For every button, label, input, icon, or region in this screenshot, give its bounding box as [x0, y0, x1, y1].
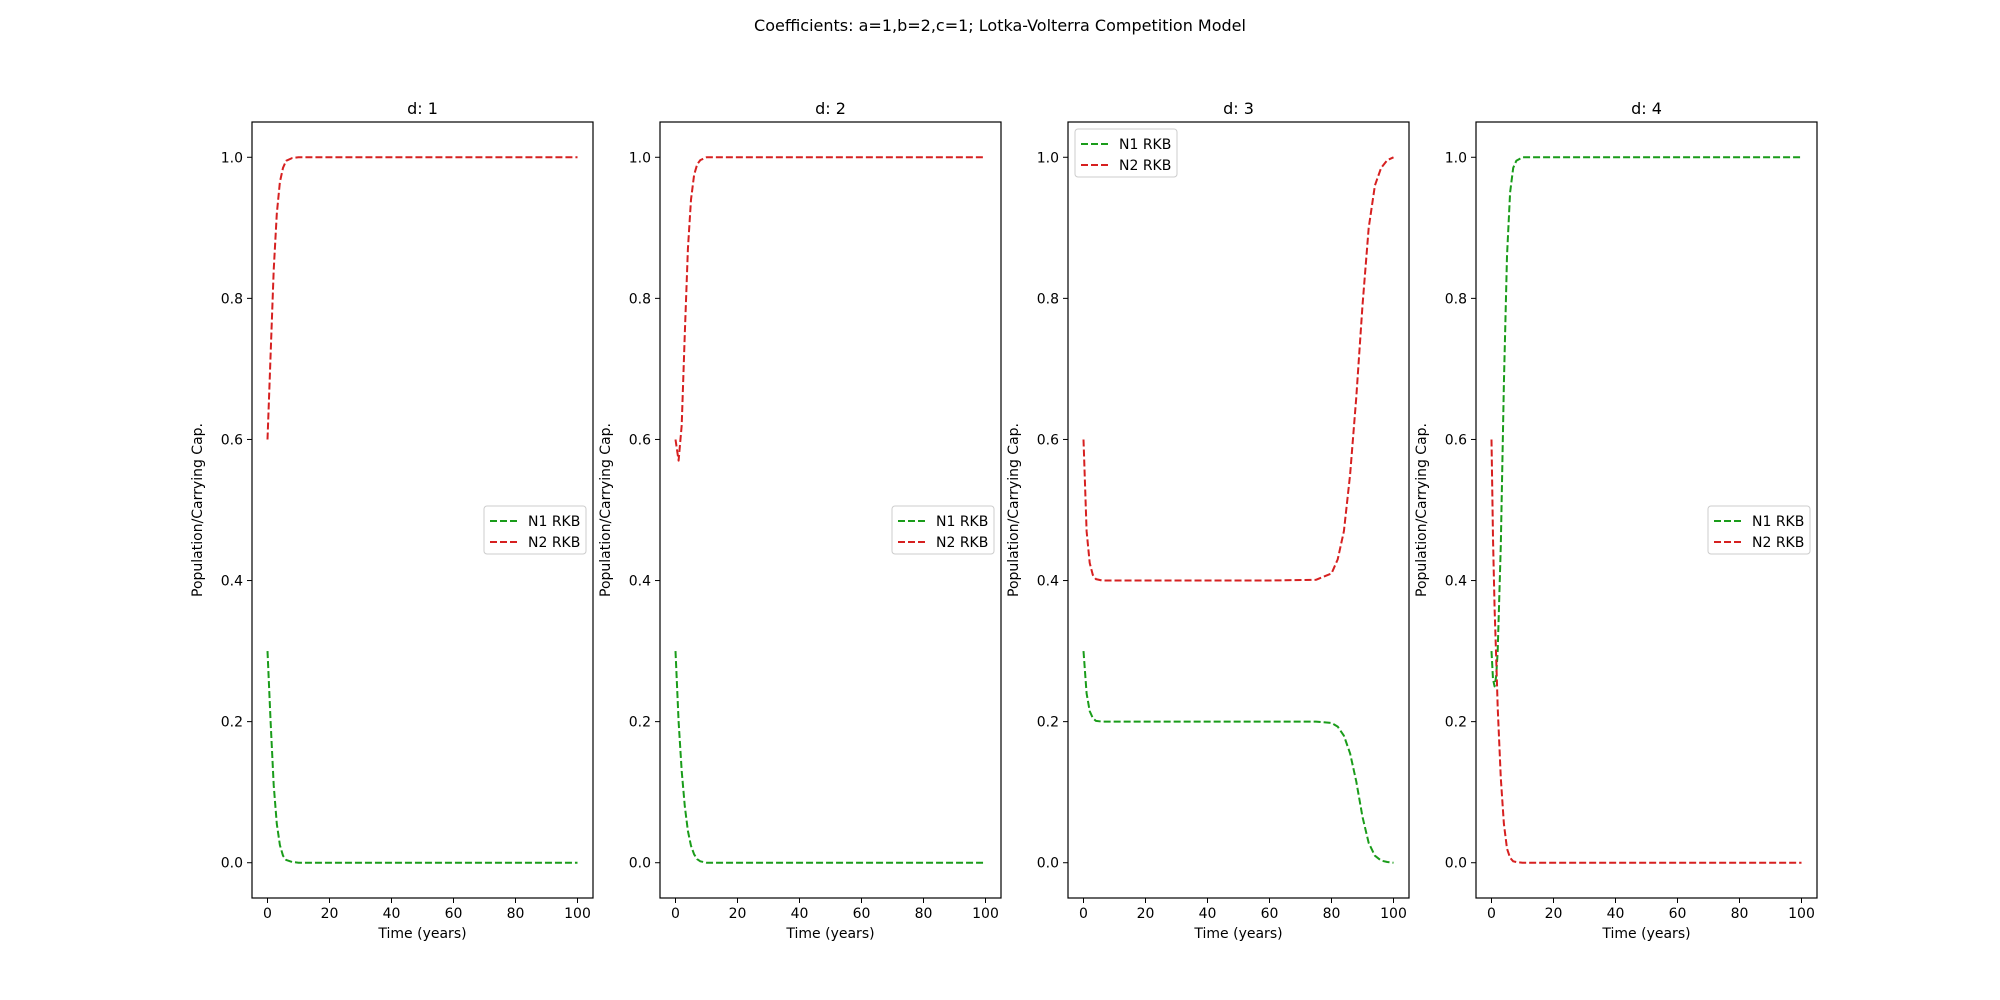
legend-entry-label: N1 RKB: [1752, 514, 1804, 530]
legend-box: [1707, 505, 1811, 555]
subplot-3: 0 20 40 60 80 100 0.0 0.2 0.4 0.6 0.8 1.0 d: 3 Time (…: [1006, 99, 1410, 942]
y-axis-label: Population/Carrying Cap.: [598, 423, 614, 597]
series-line-n1-rkb: [1082, 651, 1394, 864]
x-tick-label: 80: [1731, 906, 1749, 922]
y-tick-label: 1.0: [221, 150, 243, 166]
x-tick-label: 40: [791, 906, 809, 922]
y-tick-label: 0.0: [1037, 856, 1059, 872]
series-line-n1-rkb: [674, 651, 986, 864]
y-tick-label: 0.4: [1445, 574, 1467, 590]
x-tick-label: 20: [1545, 906, 1563, 922]
x-tick-label: 20: [729, 906, 747, 922]
x-tick-label: 80: [1323, 906, 1341, 922]
x-tick-label: 100: [1380, 906, 1407, 922]
x-tick-label: 0: [1487, 906, 1496, 922]
legend-box: [483, 505, 587, 555]
y-axis-label: Population/Carrying Cap.: [1006, 423, 1022, 597]
legend-entry-label: N2 RKB: [1752, 535, 1804, 551]
x-tick-label: 0: [263, 906, 272, 922]
series-line-n2-rkb: [674, 156, 986, 462]
y-tick-label: 0.4: [221, 574, 243, 590]
y-tick-label: 0.8: [1445, 291, 1467, 307]
x-tick-label: 60: [445, 906, 463, 922]
legend-entry-label: N2 RKB: [936, 535, 988, 551]
y-tick-label: 0.6: [1037, 432, 1059, 448]
y-tick-label: 0.2: [1445, 715, 1467, 731]
subplot-title: d: 3: [1223, 99, 1254, 118]
x-tick-label: 80: [507, 906, 525, 922]
y-tick-label: 1.0: [1445, 150, 1467, 166]
subplot-title: d: 1: [407, 99, 438, 118]
x-axis-label: Time (years): [1601, 926, 1690, 942]
plot-area: [1068, 122, 1409, 898]
subplot-title: d: 4: [1631, 99, 1662, 118]
legend-entry-label: N1 RKB: [528, 514, 580, 530]
x-axis-label: Time (years): [377, 926, 466, 942]
x-tick-label: 0: [671, 906, 680, 922]
x-tick-label: 60: [1261, 906, 1279, 922]
y-tick-label: 1.0: [1037, 150, 1059, 166]
axes-frame: [251, 121, 594, 899]
y-axis-label: Population/Carrying Cap.: [190, 423, 206, 597]
x-tick-label: 0: [1079, 906, 1088, 922]
legend-entry-label: N1 RKB: [1119, 137, 1171, 153]
y-tick-label: 0.2: [629, 715, 651, 731]
y-tick-label: 0.4: [629, 574, 651, 590]
y-tick-label: 0.2: [1037, 715, 1059, 731]
axes-frame: [1475, 121, 1818, 899]
legend: N1 RKB N2 RKB: [483, 505, 587, 555]
y-tick-label: 1.0: [629, 150, 651, 166]
x-axis-label: Time (years): [1193, 926, 1282, 942]
y-tick-label: 0.8: [629, 291, 651, 307]
y-tick-label: 0.6: [221, 432, 243, 448]
y-tick-label: 0.4: [1037, 574, 1059, 590]
subplot-grid: 0 20 40 60 80 100 0.0 0.2 0.4 0.6 0.8 1.0 d: 1 Time (…: [190, 99, 1818, 942]
legend-entry-label: N2 RKB: [1119, 158, 1171, 174]
x-tick-label: 20: [321, 906, 339, 922]
axes-frame: [1067, 121, 1410, 899]
y-tick-label: 0.6: [1445, 432, 1467, 448]
y-tick-label: 0.2: [221, 715, 243, 731]
x-tick-label: 100: [972, 906, 999, 922]
legend-box: [891, 505, 995, 555]
y-tick-label: 0.6: [629, 432, 651, 448]
series-line-n2-rkb: [266, 156, 578, 440]
legend-entry-label: N2 RKB: [528, 535, 580, 551]
legend: N1 RKB N2 RKB: [1707, 505, 1811, 555]
x-tick-label: 40: [383, 906, 401, 922]
x-tick-label: 60: [853, 906, 871, 922]
x-axis-label: Time (years): [785, 926, 874, 942]
subplot-2: 0 20 40 60 80 100 0.0 0.2 0.4 0.6 0.8 1.0 d: 2 Time (…: [598, 99, 1002, 942]
x-tick-label: 60: [1669, 906, 1687, 922]
subplot-4: 0 20 40 60 80 100 0.0 0.2 0.4 0.6 0.8 1.0 d: 4 Time (…: [1414, 99, 1818, 942]
legend-box: [1074, 128, 1178, 178]
series-line-n1-rkb: [266, 651, 578, 864]
x-tick-label: 80: [915, 906, 933, 922]
legend: N1 RKB N2 RKB: [1074, 128, 1178, 178]
subplot-1: 0 20 40 60 80 100 0.0 0.2 0.4 0.6 0.8 1.0 d: 1 Time (…: [190, 99, 594, 942]
figure-title: Coefficients: a=1,b=2,c=1; Lotka-Volterr…: [754, 16, 1246, 35]
legend-entry-label: N1 RKB: [936, 514, 988, 530]
series-line-n2-rkb: [1490, 439, 1802, 864]
y-tick-label: 0.8: [1037, 291, 1059, 307]
x-tick-label: 100: [1788, 906, 1815, 922]
y-tick-label: 0.0: [1445, 856, 1467, 872]
x-tick-label: 100: [564, 906, 591, 922]
legend: N1 RKB N2 RKB: [891, 505, 995, 555]
subplot-title: d: 2: [815, 99, 846, 118]
x-tick-label: 40: [1607, 906, 1625, 922]
series-line-n1-rkb: [1490, 156, 1802, 688]
x-tick-label: 20: [1137, 906, 1155, 922]
axes-frame: [659, 121, 1002, 899]
y-tick-label: 0.8: [221, 291, 243, 307]
y-tick-label: 0.0: [221, 856, 243, 872]
y-axis-label: Population/Carrying Cap.: [1414, 423, 1430, 597]
y-tick-label: 0.0: [629, 856, 651, 872]
x-tick-label: 40: [1199, 906, 1217, 922]
